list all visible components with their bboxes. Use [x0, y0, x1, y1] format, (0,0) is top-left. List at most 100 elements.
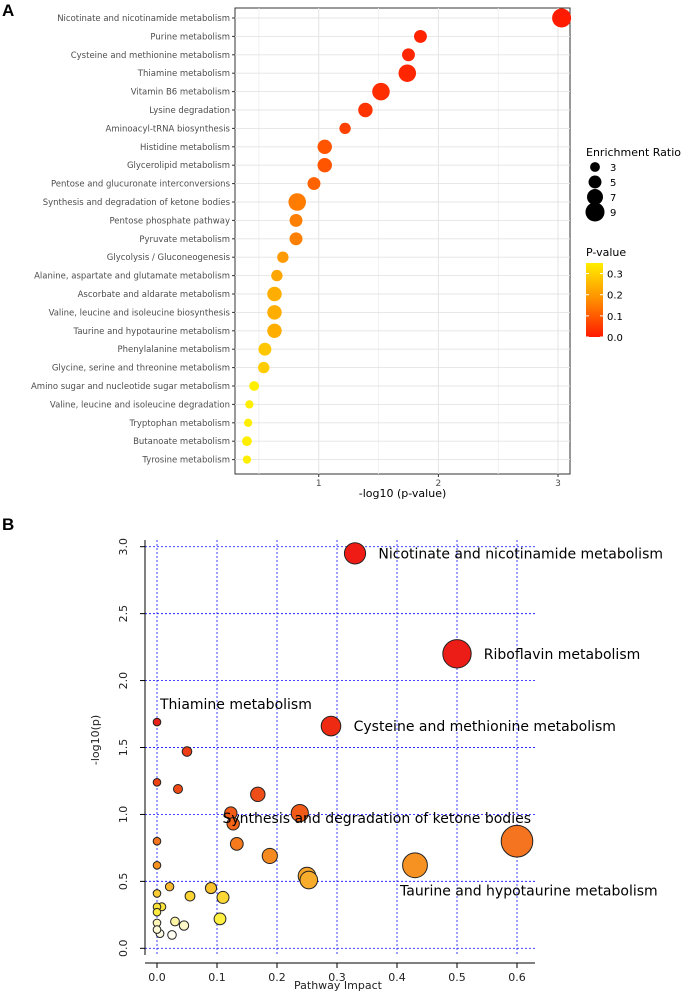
panel-a-size-legend-label: 5 [610, 178, 616, 189]
panel-a-color-legend-title: P-value [586, 246, 626, 259]
panel-a-point [267, 323, 282, 339]
panel-b-point [320, 715, 342, 737]
panel-a-category-label: Tyrosine metabolism [141, 456, 230, 466]
panel-a-point [289, 232, 303, 246]
panel-a-x-tick-label: 1 [316, 479, 322, 489]
panel-a-size-legend-label: 7 [610, 193, 616, 204]
panel-b-point [261, 847, 278, 865]
panel-b-point [216, 890, 230, 904]
panel-b-x-tick-label: 0.0 [148, 971, 166, 984]
panel-a-point [249, 381, 260, 391]
panel-a-category-label: Histidine metabolism [140, 143, 230, 153]
panel-a-point [288, 193, 306, 211]
panel-b-y-tick-label: 2.0 [117, 672, 130, 690]
panel-b-x-tick-label: 0.2 [268, 971, 286, 984]
panel-a-category-label: Thiamine metabolism [137, 69, 230, 79]
panel-a-point [317, 157, 332, 173]
panel-a-size-legend-dot [588, 175, 602, 189]
panel-b-point [500, 824, 534, 858]
panel-b-point [170, 916, 180, 927]
panel-b-x-tick-label: 0.5 [448, 971, 466, 984]
panel-b-x-axis-title: Pathway Impact [294, 979, 383, 992]
panel-a-point [552, 8, 572, 28]
panel-b-pathway-impact-plot: 0.0 0.1 0.2 0.3 0.4 0.5 0.6 0.0 0.5 1.0 1.5 2.0 2.5 3… [89, 538, 663, 992]
panel-a-category-label: Amino sugar and nucleotide sugar metabol… [31, 382, 230, 392]
panel-b-letter: B [2, 515, 14, 534]
panel-b-x-tick-label: 0.1 [208, 971, 226, 984]
panel-a-point [307, 177, 321, 191]
panel-b-point [204, 881, 218, 895]
panel-a-point [258, 342, 272, 356]
panel-a-category-label: Pentose and glucuronate interconversions [51, 180, 231, 190]
panel-a-category-label: Phenylalanine metabolism [118, 345, 230, 355]
panel-b-annotation: Nicotinate and nicotinamide metabolism [378, 546, 663, 562]
panel-a-category-label: Glycolysis / Gluconeogenesis [107, 253, 231, 263]
panel-a-point [413, 29, 427, 43]
panel-a-category-label: Ascorbate and aldarate metabolism [78, 290, 230, 300]
panel-a-size-legend-dot [590, 162, 600, 172]
panel-a-category-label: Vitamin B6 metabolism [131, 88, 230, 98]
panel-a-letter: A [2, 1, 14, 20]
panel-b-point [152, 907, 162, 917]
panel-b-point [299, 870, 319, 890]
panel-a-x-tick-label: 3 [555, 479, 561, 489]
panel-a-color-bar-label: 0.2 [607, 291, 623, 302]
panel-b-point [173, 784, 183, 794]
panel-a-point [271, 269, 283, 282]
panel-a-category-label: Glycerolipid metabolism [127, 161, 230, 171]
panel-b-annotation: Synthesis and degradation of ketone bodi… [223, 811, 532, 827]
panel-a-category-label: Glycine, serine and threonine metabolism [52, 364, 230, 374]
panel-a-category-label: Taurine and hypotaurine metabolism [73, 327, 230, 337]
panel-b-point [181, 746, 193, 757]
panel-a-point [339, 122, 351, 135]
panel-a-category-label: Purine metabolism [150, 32, 230, 42]
panel-a-point [289, 213, 303, 227]
panel-a-category-label: Butanoate metabolism [133, 437, 230, 447]
panel-a-category-label: Cysteine and methionine metabolism [71, 51, 230, 61]
panel-a-color-bar-label: 0.0 [607, 333, 623, 344]
panel-a-point [402, 48, 415, 62]
panel-b-point [152, 861, 162, 870]
panel-b-y-tick-label: 0.0 [117, 940, 130, 958]
panel-a-category-label: Valine, leucine and isoleucine degradati… [50, 400, 230, 410]
panel-a-size-legend-label: 3 [610, 163, 616, 174]
panel-a-x-tick-label: 2 [436, 479, 442, 489]
panel-b-point [442, 639, 472, 669]
panel-b-x-tick-label: 0.3 [328, 971, 346, 984]
panel-a-point [267, 286, 282, 302]
panel-b-annotation: Thiamine metabolism [159, 697, 312, 713]
panel-b-annotation: Taurine and hypotaurine metabolism [399, 883, 658, 899]
panel-b-y-axis-title: -log10(p) [89, 715, 102, 765]
panel-b-point [226, 817, 240, 831]
panel-b-point [250, 786, 266, 803]
panel-b-point [290, 803, 309, 823]
panel-a-point [398, 64, 417, 82]
panel-a-category-label: Tryptophan metabolism [128, 419, 230, 429]
panel-a-point [245, 400, 254, 409]
panel-b-point [229, 836, 244, 851]
panel-b-point [164, 882, 175, 892]
panel-b-point [343, 542, 367, 565]
panel-b-point [152, 836, 162, 846]
panel-b-y-tick-label: 1.5 [117, 739, 130, 757]
panel-a-point [277, 251, 289, 263]
panel-b-x-tick-label: 0.4 [388, 971, 406, 984]
panel-b-x-tick-label: 0.6 [508, 971, 526, 984]
panel-a-category-label: Alanine, aspartate and glutamate metabol… [34, 272, 230, 282]
panel-a-color-bar-label: 0.1 [607, 312, 623, 323]
panel-a-category-label: Nicotinate and nicotinamide metabolism [57, 14, 230, 24]
panel-a-size-legend-label: 9 [610, 208, 616, 219]
panel-b-y-tick-label: 2.5 [117, 605, 130, 623]
panel-a-category-label: Pentose phosphate pathway [109, 216, 230, 226]
panel-a-size-legend-dot [587, 189, 603, 205]
panel-b-point [213, 912, 227, 926]
panel-a-category-label: Lysine degradation [149, 106, 230, 116]
panel-b-y-tick-label: 3.0 [117, 538, 130, 556]
panel-b-point [152, 717, 162, 727]
panel-b-y-tick-label: 0.5 [117, 873, 130, 891]
panel-a-size-legend-title: Enrichment Ratio [586, 146, 681, 159]
panel-a-category-label: Aminoacyl-tRNA biosynthesis [106, 124, 231, 134]
panel-a-point [358, 102, 373, 118]
panel-b-annotation: Riboflavin metabolism [484, 647, 640, 663]
